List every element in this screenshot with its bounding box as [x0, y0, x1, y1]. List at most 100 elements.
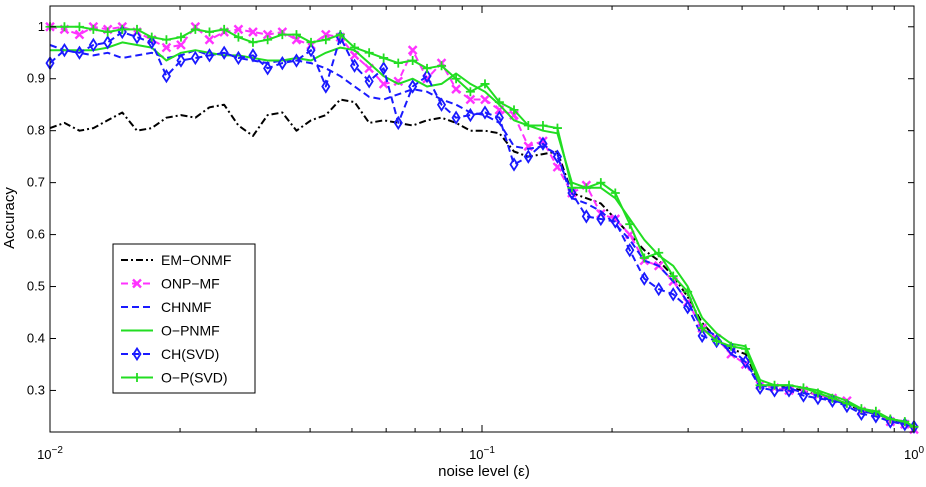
x-tick-label-2: 100 — [904, 445, 924, 462]
series-5-point-25 — [408, 56, 418, 66]
series-5-point-2 — [74, 22, 84, 32]
series-5-point-1 — [59, 22, 69, 32]
series-5 — [45, 22, 919, 432]
series-5-point-33 — [523, 120, 533, 130]
series-5-point-44 — [683, 287, 693, 297]
series-5-point-43 — [668, 271, 678, 281]
series-5-point-15 — [263, 35, 273, 45]
series-4-point-52 — [798, 388, 809, 403]
series-4-point-50 — [769, 383, 780, 398]
series-5-point-18 — [306, 37, 316, 47]
series-4-point-2 — [74, 45, 85, 60]
series-5-point-35 — [552, 123, 562, 133]
series-4-point-30 — [480, 105, 490, 120]
y-tick-label-4: 0.7 — [27, 175, 45, 190]
series-line-0 — [49, 98, 915, 428]
y-tick-label-7: 1 — [38, 19, 45, 34]
series-5-point-55 — [842, 398, 852, 408]
series-5-point-46 — [712, 336, 722, 346]
series-5-point-20 — [335, 30, 345, 40]
series-5-point-57 — [871, 406, 881, 416]
series-4-point-32 — [509, 157, 519, 172]
series-4-point-22 — [364, 74, 374, 89]
series-5-point-36 — [567, 183, 577, 193]
series-4-point-3 — [88, 37, 98, 53]
series-5-point-27 — [437, 61, 447, 71]
series-4-point-8 — [161, 68, 171, 84]
series-4-point-38 — [596, 211, 606, 227]
y-tick-label-5: 0.8 — [27, 123, 45, 138]
series-5-point-47 — [726, 341, 736, 351]
legend-label-5: O−P(SVD) — [161, 370, 228, 386]
series-4-point-33 — [523, 149, 533, 164]
series-5-point-3 — [88, 24, 98, 34]
series-4-point-28 — [451, 110, 461, 125]
series-4-point-40 — [625, 242, 635, 258]
series-4-point-36 — [567, 185, 577, 201]
series-5-point-29 — [465, 87, 475, 97]
series-4-point-24 — [393, 115, 403, 131]
series-5-point-30 — [480, 79, 490, 89]
legend-label-3: O−PNMF — [161, 323, 220, 339]
series-5-point-48 — [741, 344, 751, 354]
series-5-point-24 — [393, 58, 403, 68]
legend: EM−ONMF ONP−MF CHNMF O−PNMF CH(SVD) O−P(SVD) — [112, 243, 256, 394]
series-4-point-14 — [248, 48, 258, 63]
series-5-point-9 — [176, 32, 186, 42]
series-4-point-19 — [321, 79, 331, 94]
series-5-point-56 — [856, 404, 866, 414]
series-0 — [49, 98, 915, 428]
series-5-point-19 — [321, 35, 331, 45]
series-4-point-6 — [132, 29, 142, 45]
series-5-point-22 — [364, 48, 374, 58]
series-5-point-50 — [770, 380, 780, 390]
series-4-point-11 — [204, 48, 215, 63]
series-5-point-5 — [117, 24, 127, 34]
series-4-point-9 — [176, 53, 186, 68]
series-5-point-51 — [784, 380, 794, 390]
series-1-point-25 — [407, 45, 418, 56]
series-1-point-11 — [204, 34, 215, 45]
series-5-point-54 — [827, 393, 837, 403]
series-4-point-12 — [219, 45, 229, 60]
legend-label-2: CHNMF — [161, 299, 212, 315]
series-1-point-13 — [233, 24, 244, 35]
series-4-point-48 — [741, 354, 751, 370]
series-5-point-45 — [697, 323, 707, 333]
series-5-point-32 — [509, 105, 519, 115]
series-4-point-57 — [871, 409, 881, 424]
series-4-point-37 — [581, 209, 591, 224]
x-axis-label: noise level (ε) — [438, 463, 530, 480]
series-5-point-58 — [885, 414, 895, 424]
y-axis-label: Accuracy — [1, 187, 18, 249]
x-tick-label-0: 10−2 — [37, 445, 63, 462]
series-4-point-34 — [538, 136, 548, 151]
legend-box — [112, 243, 256, 394]
series-5-point-52 — [798, 383, 808, 393]
series-1-point-28 — [451, 84, 461, 94]
y-tick-label-6: 0.9 — [27, 71, 45, 86]
series-4-point-35 — [552, 149, 563, 164]
series-4-point-56 — [856, 406, 866, 421]
series-5-point-4 — [103, 27, 113, 37]
series-4-point-23 — [379, 61, 389, 76]
series-5-point-49 — [755, 380, 765, 390]
legend-marker-4 — [132, 346, 142, 362]
series-5-point-7 — [147, 32, 157, 42]
series-4-point-21 — [349, 58, 360, 73]
series-1-point-9 — [176, 40, 186, 50]
legend-marker-5 — [132, 373, 142, 382]
series-4-point-41 — [639, 271, 649, 286]
series-5-point-38 — [596, 178, 606, 188]
series-5-point-34 — [538, 120, 548, 130]
series-4-point-7 — [147, 35, 157, 50]
series-4-point-45 — [697, 328, 707, 344]
series-5-point-23 — [379, 53, 389, 63]
series-5-point-39 — [610, 188, 620, 198]
series-4-point-29 — [465, 107, 475, 123]
series-4-point-44 — [683, 300, 693, 315]
series-4-point-17 — [291, 53, 302, 68]
series-4-point-26 — [422, 68, 432, 84]
y-tick-label-2: 0.5 — [27, 279, 45, 294]
series-5-point-40 — [625, 219, 635, 229]
